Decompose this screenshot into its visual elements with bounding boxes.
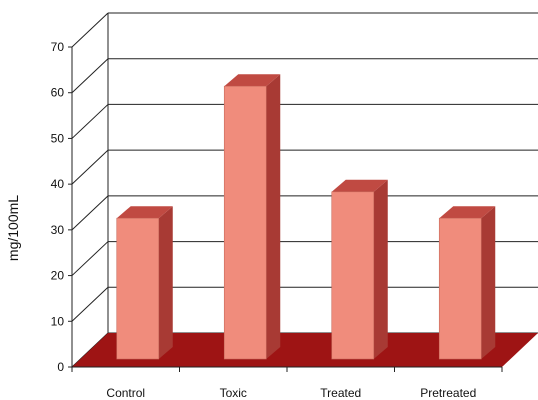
bar-treated <box>331 179 388 360</box>
gridline-side <box>71 149 109 185</box>
x-tick-label: Pretreated <box>420 386 476 400</box>
gridline-side <box>71 241 109 276</box>
x-axis-ticks: Control Toxic Treated Pretreated <box>71 367 503 400</box>
y-tick-label: 20 <box>51 269 65 283</box>
x-tick-label: Control <box>106 386 145 400</box>
gridline-side <box>71 104 109 139</box>
bar-side <box>158 206 173 359</box>
gridline-side <box>71 195 109 231</box>
floor-plane <box>72 333 538 367</box>
bar-top <box>224 74 281 87</box>
gridline-side <box>71 286 109 322</box>
y-axis-label: mg/100mL <box>5 195 21 261</box>
x-tick-label: Treated <box>320 386 361 400</box>
x-tick-label: Toxic <box>220 386 247 400</box>
gridlines <box>71 12 538 368</box>
y-tick-label: 50 <box>51 131 65 145</box>
y-tick-label: 30 <box>51 223 65 237</box>
bar-toxic <box>223 74 281 360</box>
bar-front <box>223 85 267 360</box>
bar-side <box>373 179 388 359</box>
gridline-side <box>71 58 109 94</box>
bar-front <box>438 217 482 360</box>
gridline-side <box>71 12 109 48</box>
bar-top <box>331 179 388 192</box>
bars <box>116 74 496 360</box>
y-tick-label: 0 <box>57 360 64 374</box>
bar-front <box>331 191 375 360</box>
bar-side <box>481 206 496 359</box>
bar-pretreated <box>438 206 496 360</box>
y-tick-label: 40 <box>51 177 65 191</box>
y-tick-label: 10 <box>51 314 65 328</box>
y-tick-label: 60 <box>51 86 65 100</box>
bar-front <box>116 217 160 360</box>
y-axis-ticks: 0 10 20 30 40 50 60 70 <box>51 40 72 374</box>
bar-side <box>266 74 281 359</box>
y-tick-label: 70 <box>51 40 65 54</box>
chart-walls <box>71 13 109 367</box>
bar-top <box>439 206 496 219</box>
bar-top <box>116 206 173 219</box>
bar-control <box>116 206 173 360</box>
